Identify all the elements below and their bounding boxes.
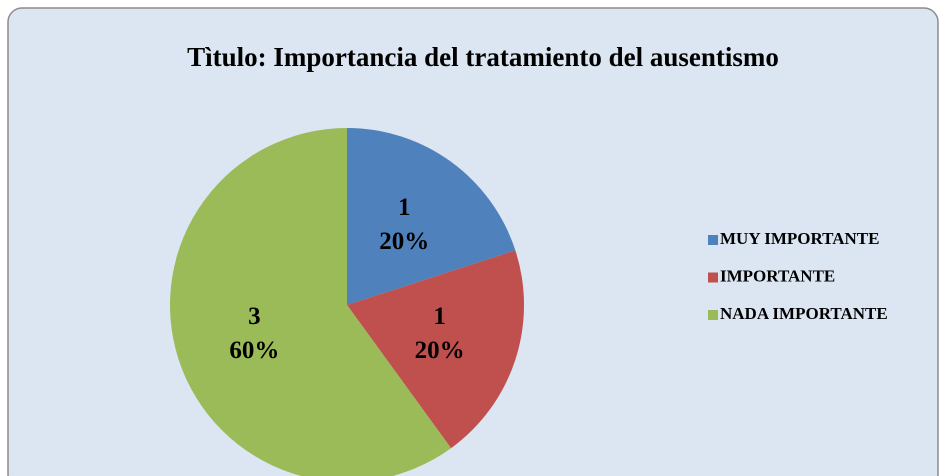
data-label-percent: 60% xyxy=(229,337,279,364)
data-label-value: 1 xyxy=(433,303,446,330)
pie xyxy=(170,128,524,476)
legend-label: NADA IMPORTANTE xyxy=(720,304,888,323)
data-label-percent: 20% xyxy=(379,228,429,255)
chart-title: Tìtulo: Importancia del tratamiento del … xyxy=(187,42,779,72)
data-label-value: 1 xyxy=(398,194,411,221)
legend-swatch xyxy=(708,272,718,283)
legend-label: MUY IMPORTANTE xyxy=(720,229,879,248)
labels: 1 20% 1 20% 3 60% xyxy=(229,194,464,364)
pie-slice xyxy=(347,250,524,449)
legend-label: IMPORTANTE xyxy=(720,266,835,285)
pie-slice xyxy=(170,128,452,476)
legend: MUY IMPORTANTE IMPORTANTE NADA IMPORTANTE xyxy=(708,229,888,323)
data-label-value: 3 xyxy=(248,303,261,330)
legend-swatch xyxy=(708,235,718,245)
legend-swatch xyxy=(708,310,718,320)
pie-slice xyxy=(347,128,516,305)
data-label-percent: 20% xyxy=(415,337,465,364)
